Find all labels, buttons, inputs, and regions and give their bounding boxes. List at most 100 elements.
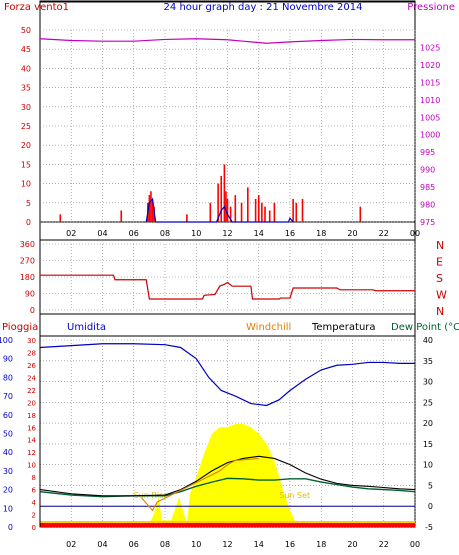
wind-gust-bar [150, 191, 152, 222]
panel2-tick: 270 [20, 257, 35, 266]
rain-tick: 30 [27, 337, 36, 345]
rain-tick: 22 [27, 387, 36, 395]
humidity-tick: 0 [8, 523, 13, 532]
wind-gust-bar [257, 195, 260, 222]
panel1-left-tick: 15 [21, 160, 31, 169]
panel1-right-tick: 1005 [420, 113, 440, 122]
rain-tick: 26 [27, 362, 36, 370]
temperature-tick: 40 [423, 336, 433, 345]
wind-gust-bar [151, 198, 154, 222]
wind-gust-bar [240, 202, 243, 222]
wind-gust-bar [223, 164, 226, 222]
wind-direction-line [40, 274, 415, 300]
rain-tick: 8 [32, 474, 36, 482]
x-tick-label: 22 [379, 229, 389, 238]
wind-gust-bar [120, 210, 123, 222]
x-tick-label-bottom: 14 [254, 540, 264, 549]
x-tick-label-bottom: 16 [285, 540, 295, 549]
wind-gust-bar [226, 198, 229, 222]
compass-label: S [436, 272, 443, 285]
wind-gust-bar [359, 206, 362, 222]
x-tick-label: 04 [97, 229, 107, 238]
wind-gust-bar [234, 195, 237, 222]
wind-gust-bar [229, 206, 232, 222]
panel1-left-tick: 5 [26, 199, 31, 208]
wind-gust-bar [148, 195, 151, 222]
x-tick-label-bottom: 00 [410, 540, 420, 549]
compass-label: N [436, 305, 444, 318]
panel1-left-tick: 35 [21, 84, 31, 93]
wind-gust-bar [273, 202, 276, 222]
compass-label: W [436, 289, 447, 302]
x-tick-label: 08 [160, 229, 170, 238]
panel1-left-tick: 25 [21, 122, 31, 131]
panel1-left-tick: 20 [21, 141, 31, 150]
wind-gust-bar [261, 202, 263, 222]
rain-tick: 20 [27, 399, 36, 407]
humidity-tick: 70 [3, 392, 13, 401]
x-tick-label: 10 [191, 229, 201, 238]
temperature-tick: 25 [423, 398, 433, 407]
panel1-left-tick: 50 [21, 26, 31, 35]
x-tick-label-bottom: 04 [97, 540, 107, 549]
panel1-right-tick: 1010 [420, 96, 440, 105]
rain-tick: 2 [32, 512, 36, 520]
x-tick-label-bottom: 12 [222, 540, 232, 549]
wind-gust-bar [268, 210, 271, 222]
x-tick-label: 18 [316, 229, 326, 238]
humidity-tick: 90 [3, 355, 13, 364]
wind-gust-bar [59, 214, 62, 222]
panel1-left-tick: 30 [21, 103, 31, 112]
temperature-line [39, 455, 416, 497]
solar-radiation-area [147, 423, 300, 527]
panel1-right-tick: 1000 [420, 131, 440, 140]
temperature-tick: 10 [423, 461, 433, 470]
legend-dewpoint: Dew Point (°C [391, 322, 459, 333]
header-title: 24 hour graph day : 21 Novembre 2014 [164, 2, 363, 13]
sunset-label: Sun Set [279, 491, 310, 500]
header-right-label: Pressione [407, 2, 455, 13]
header-left-label: Forza vento1 [4, 2, 69, 13]
wind-gust-bar [295, 202, 298, 222]
rain-tick: 10 [27, 462, 36, 470]
x-tick-label: 06 [129, 229, 139, 238]
temperature-tick: 30 [423, 378, 433, 387]
wind-average-line [145, 197, 294, 223]
panel2-tick: 180 [20, 273, 35, 282]
compass-label: N [436, 239, 444, 252]
temperature-tick: 35 [423, 357, 433, 366]
x-tick-label-bottom: 18 [316, 540, 326, 549]
panel1-right-tick: 985 [420, 183, 435, 192]
wind-gust-bar [247, 187, 249, 222]
wind-gust-bar [217, 183, 219, 222]
rain-baseline [40, 523, 415, 527]
rain-tick: 14 [27, 437, 36, 445]
legend-temperatura: Temperatura [311, 322, 376, 333]
humidity-tick: 80 [3, 373, 13, 382]
panel2-tick: 0 [30, 306, 35, 315]
x-tick-label: 16 [285, 229, 295, 238]
x-tick-label: 14 [254, 229, 264, 238]
x-tick-label: 00 [410, 229, 420, 238]
wind-gust-bar [254, 198, 257, 222]
panel1-left-tick: 10 [21, 180, 31, 189]
panel1-right-tick: 995 [420, 148, 435, 157]
panel1-right-tick: 975 [420, 218, 435, 227]
wind-gust-bar [186, 214, 188, 222]
temperature-tick: 0 [428, 502, 433, 511]
temperature-tick: -5 [425, 523, 433, 532]
rain-baseline-top [40, 521, 415, 523]
panel1-left-tick: 45 [21, 45, 31, 54]
wind-gust-bar [292, 198, 294, 222]
rain-tick: 12 [27, 449, 36, 457]
rain-tick: 18 [27, 412, 36, 420]
humidity-tick: 60 [3, 411, 13, 420]
x-tick-label: 02 [66, 229, 76, 238]
humidity-tick: 30 [3, 467, 13, 476]
x-tick-label-bottom: 20 [347, 540, 357, 549]
legend-umidita: Umidita [67, 322, 106, 333]
wind-gust-bar [209, 202, 212, 222]
rain-tick: 28 [27, 349, 36, 357]
humidity-tick: 100 [0, 336, 13, 345]
x-tick-label-bottom: 08 [160, 540, 170, 549]
